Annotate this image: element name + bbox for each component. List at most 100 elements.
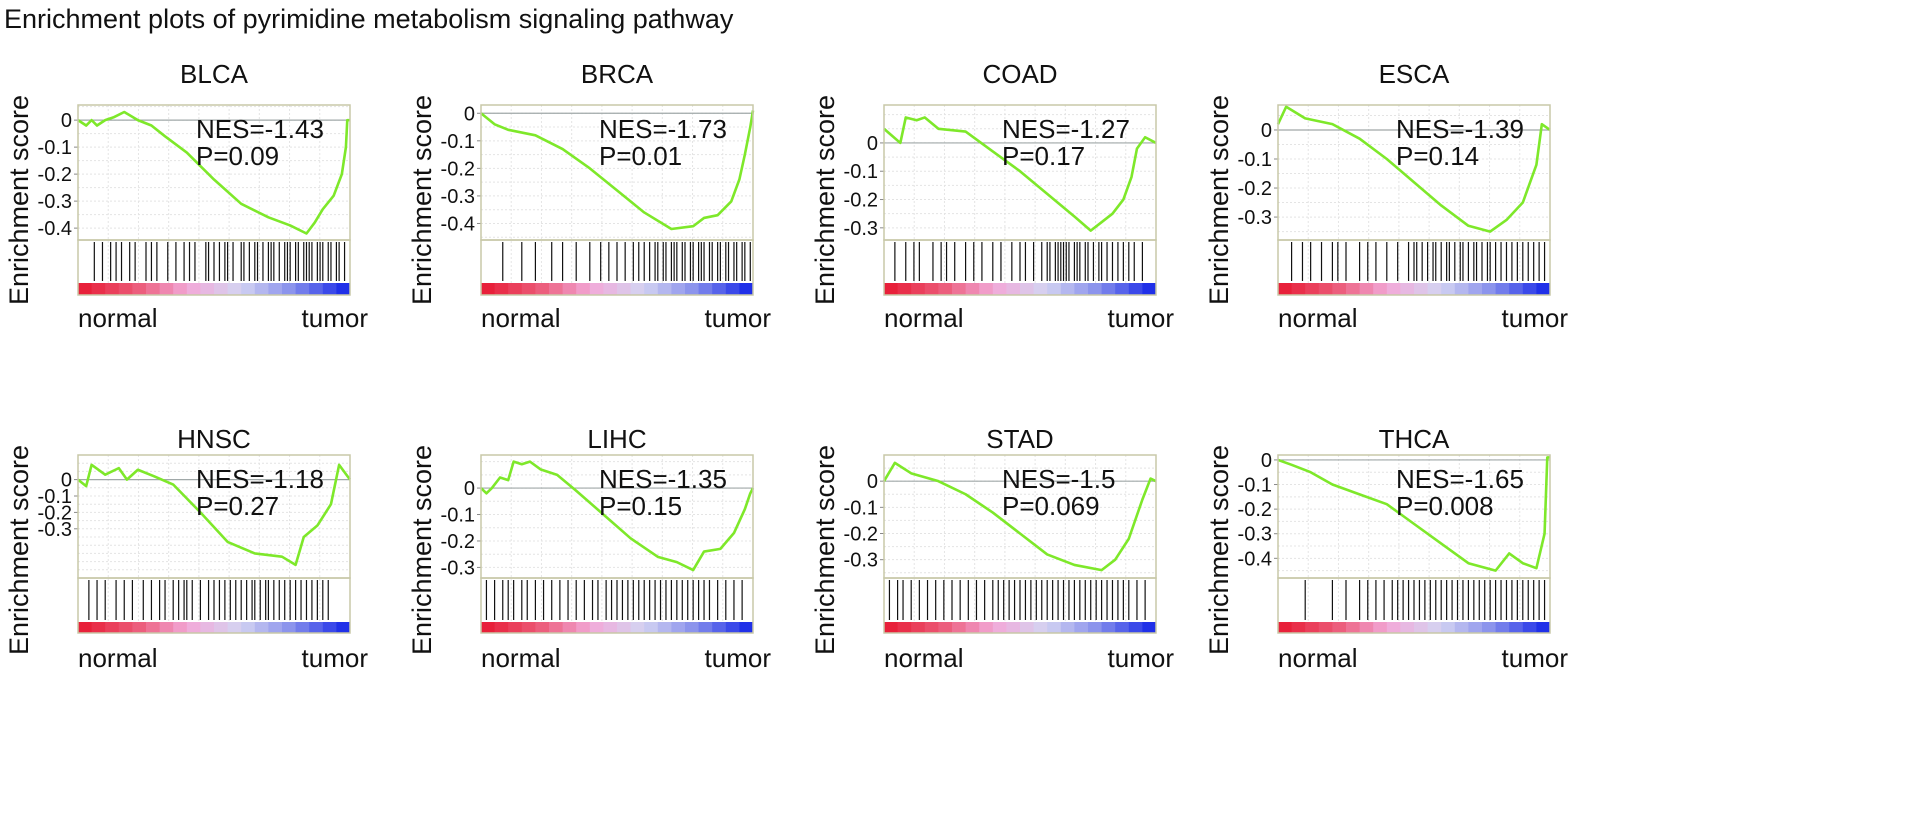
rank-color-segment bbox=[1033, 283, 1048, 295]
nes-label: NES=-1.18 bbox=[196, 464, 324, 494]
rank-color-segment bbox=[1359, 283, 1374, 295]
rank-color-segment bbox=[1291, 622, 1306, 633]
rank-color-segment bbox=[309, 283, 324, 295]
rank-color-segment bbox=[1305, 622, 1320, 633]
x-label-normal: normal bbox=[1278, 643, 1357, 673]
rank-color-segment bbox=[481, 283, 496, 295]
hits-frame bbox=[77, 577, 351, 634]
rank-color-segment bbox=[739, 283, 754, 295]
y-axis-label: Enrichment score bbox=[810, 445, 840, 655]
rank-color-segment bbox=[938, 622, 953, 633]
rank-color-segment bbox=[1047, 622, 1062, 633]
x-label-tumor: tumor bbox=[302, 303, 369, 333]
p-value-label: P=0.09 bbox=[196, 141, 279, 171]
rank-color-segment bbox=[712, 283, 727, 295]
y-tick-label: 0 bbox=[867, 471, 878, 493]
rank-color-segment bbox=[309, 622, 324, 633]
y-axis-label: Enrichment score bbox=[1204, 95, 1234, 305]
rank-color-segment bbox=[1414, 283, 1429, 295]
y-tick-label: 0 bbox=[61, 470, 72, 492]
rank-color-segment bbox=[1482, 283, 1497, 295]
rank-color-segment bbox=[1006, 622, 1021, 633]
enrichment-curve bbox=[77, 110, 350, 235]
x-label-normal: normal bbox=[884, 303, 963, 333]
rank-color-segment bbox=[1128, 622, 1143, 633]
rank-color-segment bbox=[576, 283, 591, 295]
y-tick-label: -0.3 bbox=[441, 557, 475, 579]
rank-color-segment bbox=[78, 622, 93, 633]
y-axis-label: Enrichment score bbox=[4, 95, 34, 305]
rank-color-segment bbox=[535, 283, 550, 295]
hits-frame bbox=[1277, 239, 1551, 296]
rank-color-segment bbox=[521, 283, 536, 295]
y-tick-label: 0 bbox=[61, 110, 72, 132]
rank-color-segment bbox=[1454, 622, 1469, 633]
rank-color-segment bbox=[725, 283, 740, 295]
rank-color-segment bbox=[295, 622, 310, 633]
rank-color-segment bbox=[644, 622, 659, 633]
rank-color-segment bbox=[105, 283, 120, 295]
y-tick-label: -0.2 bbox=[441, 531, 475, 553]
y-tick-label: -0.2 bbox=[844, 524, 878, 546]
rank-color-segment bbox=[549, 622, 564, 633]
rank-color-segment bbox=[992, 283, 1007, 295]
y-axis-label: Enrichment score bbox=[1204, 445, 1234, 655]
rank-color-segment bbox=[132, 283, 147, 295]
rank-color-segment bbox=[1495, 283, 1510, 295]
rank-color-segment bbox=[725, 622, 740, 633]
y-tick-label: -0.2 bbox=[441, 158, 475, 180]
rank-color-segment bbox=[1060, 283, 1075, 295]
p-value-label: P=0.15 bbox=[599, 491, 682, 521]
rank-color-segment bbox=[322, 622, 337, 633]
rank-color-segment bbox=[1373, 622, 1388, 633]
panel-title: LIHC bbox=[587, 424, 646, 454]
y-axis-label: Enrichment score bbox=[810, 95, 840, 305]
rank-color-segment bbox=[1359, 622, 1374, 633]
nes-label: NES=-1.65 bbox=[1396, 464, 1524, 494]
y-tick-label: -0.1 bbox=[441, 505, 475, 527]
x-label-normal: normal bbox=[1278, 303, 1357, 333]
rank-color-segment bbox=[105, 622, 120, 633]
p-value-label: P=0.14 bbox=[1396, 141, 1479, 171]
rank-color-segment bbox=[1536, 283, 1551, 295]
rank-color-segment bbox=[603, 622, 618, 633]
rank-color-segment bbox=[1482, 622, 1497, 633]
x-label-tumor: tumor bbox=[1502, 643, 1569, 673]
panel-title: STAD bbox=[986, 424, 1053, 454]
rank-color-segment bbox=[1427, 283, 1442, 295]
rank-color-segment bbox=[1020, 622, 1035, 633]
panel-title: ESCA bbox=[1379, 59, 1450, 89]
rank-color-segment bbox=[617, 622, 632, 633]
y-tick-label: -0.3 bbox=[844, 218, 878, 240]
rank-color-segment bbox=[630, 283, 645, 295]
y-tick-label: -0.2 bbox=[1238, 178, 1272, 200]
rank-color-segment bbox=[1522, 622, 1537, 633]
rank-color-segment bbox=[603, 283, 618, 295]
rank-color-segment bbox=[657, 622, 672, 633]
y-tick-label: 0 bbox=[464, 103, 475, 125]
rank-color-segment bbox=[282, 283, 297, 295]
rank-color-segment bbox=[200, 622, 215, 633]
rank-color-segment bbox=[268, 283, 283, 295]
hits-frame bbox=[1277, 577, 1551, 634]
rank-color-segment bbox=[186, 283, 201, 295]
rank-color-segment bbox=[1101, 622, 1116, 633]
y-tick-label: -0.2 bbox=[1238, 499, 1272, 521]
enrichment-panel-coad: COAD Enrichment score 0 -0.1 -0.2 -0.3 NES=-1.… bbox=[810, 59, 1174, 333]
rank-color-segment bbox=[1074, 283, 1089, 295]
rank-color-segment bbox=[589, 283, 604, 295]
nes-label: NES=-1.43 bbox=[196, 114, 324, 144]
enrichment-curve bbox=[480, 460, 755, 572]
y-tick-label: -0.3 bbox=[1238, 524, 1272, 546]
x-label-normal: normal bbox=[481, 303, 560, 333]
rank-color-segment bbox=[132, 622, 147, 633]
rank-color-segment bbox=[1006, 283, 1021, 295]
rank-color-segment bbox=[336, 622, 351, 633]
y-tick-label: -0.1 bbox=[1238, 149, 1272, 171]
rank-color-segment bbox=[1346, 283, 1361, 295]
enrichment-panel-lihc: LIHC Enrichment score 0 -0.1 -0.2 -0.3 NES=-1.… bbox=[407, 424, 771, 673]
rank-color-segment bbox=[1454, 283, 1469, 295]
rank-color-segment bbox=[1060, 622, 1075, 633]
rank-color-segment bbox=[1278, 283, 1293, 295]
rank-color-segment bbox=[1115, 622, 1130, 633]
